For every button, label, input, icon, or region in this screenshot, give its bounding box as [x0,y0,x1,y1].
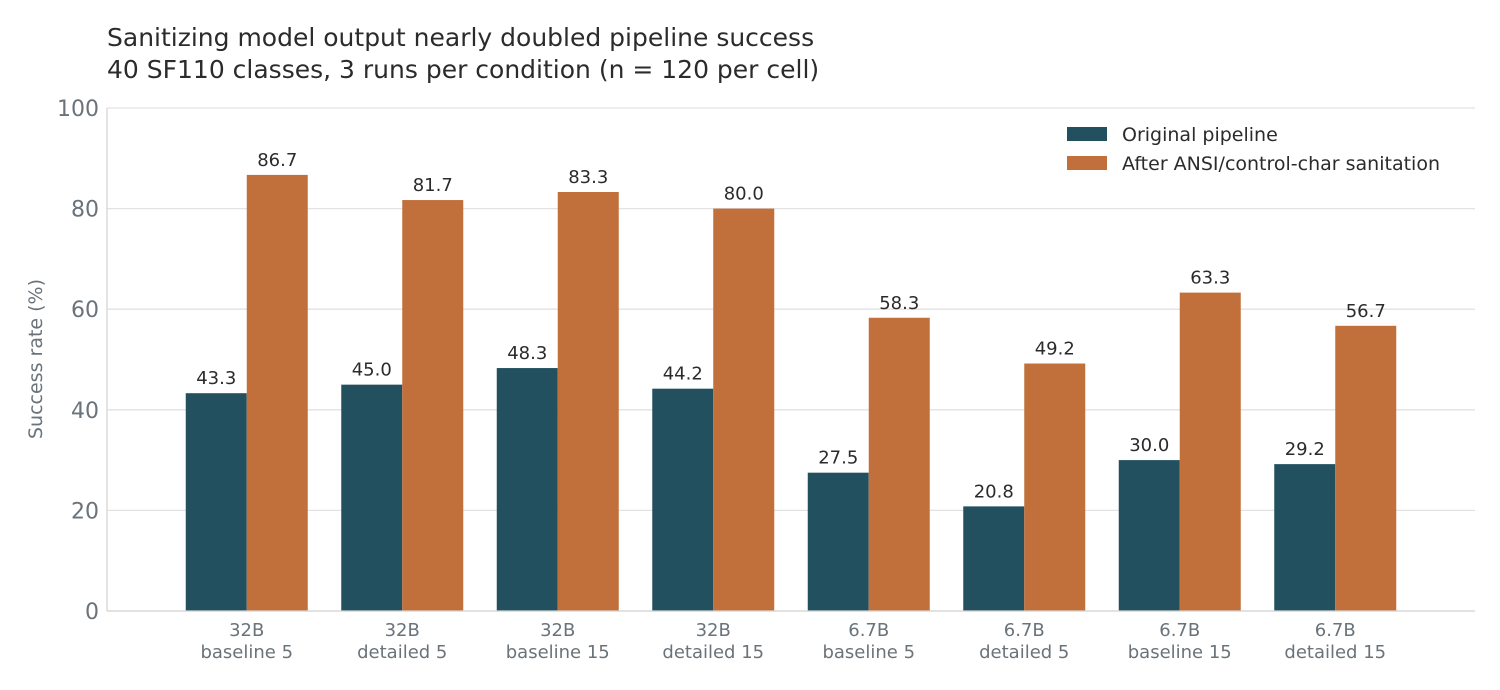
bar-value-label: 45.0 [352,360,392,381]
legend-swatch [1067,127,1107,141]
bar-original [1118,460,1180,611]
bar-sanitized [1335,325,1397,611]
x-tick-label: detailed 15 [1284,642,1386,663]
bar-value-label: 30.0 [1129,435,1169,456]
x-tick-label: baseline 5 [822,642,915,663]
legend-label: After ANSI/control-char sanitation [1122,153,1440,175]
bar-sanitized [402,200,464,611]
bar-value-label: 48.3 [507,343,547,364]
bar-value-label: 20.8 [974,481,1014,502]
bar-value-label: 80.0 [724,184,764,205]
bar-sanitized [868,317,930,611]
y-tick-label: 40 [71,399,99,424]
bar-sanitized [557,192,619,611]
x-tick-label: 6.7B [848,620,889,641]
y-tick-label: 20 [71,499,99,524]
bar-original [185,393,247,611]
x-tick-label: 6.7B [1159,620,1200,641]
chart-title: Sanitizing model output nearly doubled p… [107,23,814,52]
bar-value-label: 49.2 [1035,339,1075,360]
y-tick-label: 60 [71,298,99,323]
bars [185,174,1397,612]
y-tick-label: 80 [71,198,99,223]
x-tick-label: detailed 15 [662,642,764,663]
x-tick-label: detailed 5 [357,642,447,663]
bar-value-label: 83.3 [568,167,608,188]
chart-subtitle: 40 SF110 classes, 3 runs per condition (… [107,55,819,84]
x-tick-label: baseline 15 [1128,642,1232,663]
x-tick-label: 32B [540,620,575,641]
x-tick-label: 32B [696,620,731,641]
bar-value-label: 27.5 [818,448,858,469]
bar-value-label: 86.7 [257,150,297,171]
bar-sanitized [1024,363,1086,611]
bar-original [1274,464,1336,611]
bar-value-label: 56.7 [1346,301,1386,322]
y-axis-label: Success rate (%) [25,279,47,439]
legend-label: Original pipeline [1122,124,1278,146]
bar-value-label: 43.3 [196,368,236,389]
bar-sanitized [246,174,308,612]
bar-value-label: 29.2 [1285,439,1325,460]
bar-value-label: 81.7 [413,175,453,196]
bar-original [652,388,714,611]
bar-value-label: 44.2 [663,364,703,385]
bar-value-label: 58.3 [879,293,919,314]
bar-value-label: 63.3 [1190,268,1230,289]
bar-original [341,384,403,611]
x-tick-label: detailed 5 [979,642,1069,663]
legend: Original pipeline After ANSI/control-char… [1067,124,1440,175]
x-tick-label: baseline 5 [200,642,293,663]
grid-lines [107,107,1475,612]
data-labels: 43.3 86.7 45.0 81.7 48.3 83.3 44.2 80.0 27.5 58.3… [196,150,1386,502]
legend-swatch [1067,156,1107,170]
y-tick-label: 100 [57,97,99,122]
y-tick-label: 0 [85,600,99,625]
bar-original [496,368,558,611]
x-tick-label: 6.7B [1004,620,1045,641]
x-tick-label: 6.7B [1315,620,1356,641]
bar-sanitized [713,208,775,611]
x-tick-label: 32B [229,620,264,641]
x-tick-label: 32B [385,620,420,641]
bar-original [963,506,1025,611]
bar-sanitized [1179,292,1241,611]
x-tick-label: baseline 15 [506,642,610,663]
bar-original [807,472,869,611]
